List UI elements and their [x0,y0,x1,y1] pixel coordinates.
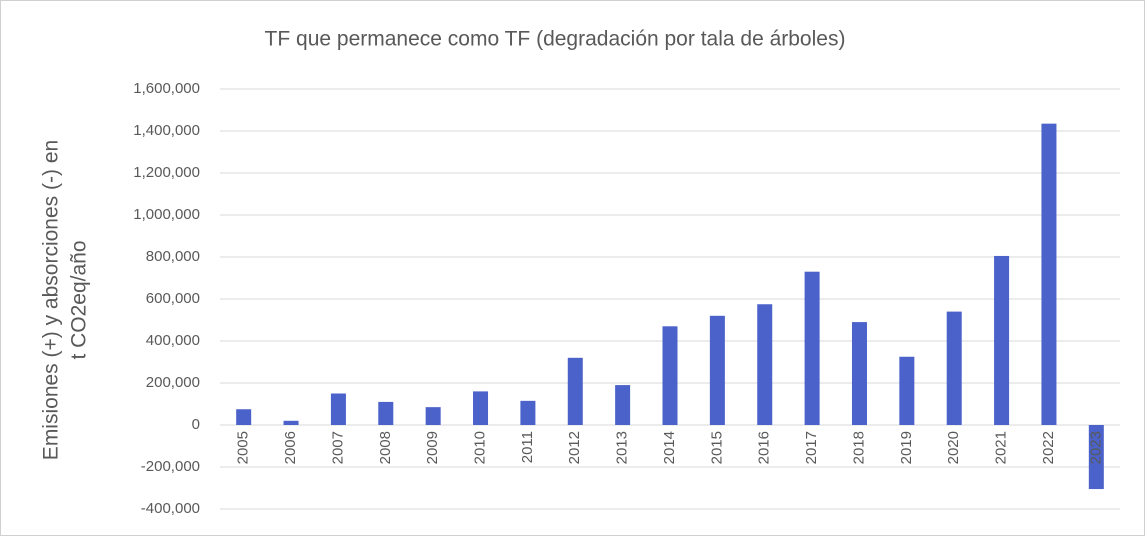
x-tick-label: 2005 [235,431,252,464]
bar [330,393,346,425]
y-tick-label: 800,000 [146,248,200,265]
bar [1088,425,1104,490]
bar [946,311,962,425]
x-tick-label: 2020 [945,431,962,464]
bar [378,401,394,425]
x-tick-label: 2015 [708,431,725,464]
bar [994,255,1010,425]
bar [473,391,489,425]
x-tick-label: 2022 [1040,431,1057,464]
bar [804,271,820,425]
bar [567,357,583,425]
y-tick-label: 0 [192,416,200,433]
x-tick-label: 2008 [377,431,394,464]
bar [851,322,867,425]
chart-title: TF que permanece como TF (degradación po… [265,28,846,51]
x-tick-label: 2019 [898,431,915,464]
y-tick-label: 200,000 [146,374,200,391]
y-tick-label: -200,000 [141,458,200,475]
x-tick-label: 2021 [993,431,1010,464]
x-tick-label: 2014 [661,431,678,464]
x-tick-label: 2018 [850,431,867,464]
y-tick-label: 400,000 [146,332,200,349]
x-tick-label: 2017 [803,431,820,464]
x-tick-label: 2006 [282,431,299,464]
y-tick-label: 600,000 [146,290,200,307]
bar [1041,123,1057,426]
bar [757,304,773,425]
y-tick-label: 1,000,000 [133,206,200,223]
x-tick-label: 2016 [756,431,773,464]
bar [236,409,252,425]
y-tick-label: 1,200,000 [133,164,200,181]
x-tick-label: 2023 [1087,431,1104,464]
x-tick-label: 2007 [329,431,346,464]
y-axis-title: t CO2eq/año [68,240,91,359]
y-axis-title: Emisiones (+) y absorciones (-) en [40,140,63,460]
bar [615,385,631,425]
bar [662,326,678,425]
bar [283,420,299,425]
bar [520,400,536,425]
y-tick-label: -400,000 [141,500,200,517]
bar [899,356,915,425]
x-tick-label: 2012 [566,431,583,464]
bar [425,407,441,425]
bar [709,315,725,425]
y-tick-label: 1,600,000 [133,80,200,97]
x-tick-label: 2010 [471,431,488,464]
x-tick-label: 2011 [519,431,536,463]
y-tick-label: 1,400,000 [133,122,200,139]
x-tick-label: 2009 [424,431,441,464]
x-tick-label: 2013 [614,431,631,464]
